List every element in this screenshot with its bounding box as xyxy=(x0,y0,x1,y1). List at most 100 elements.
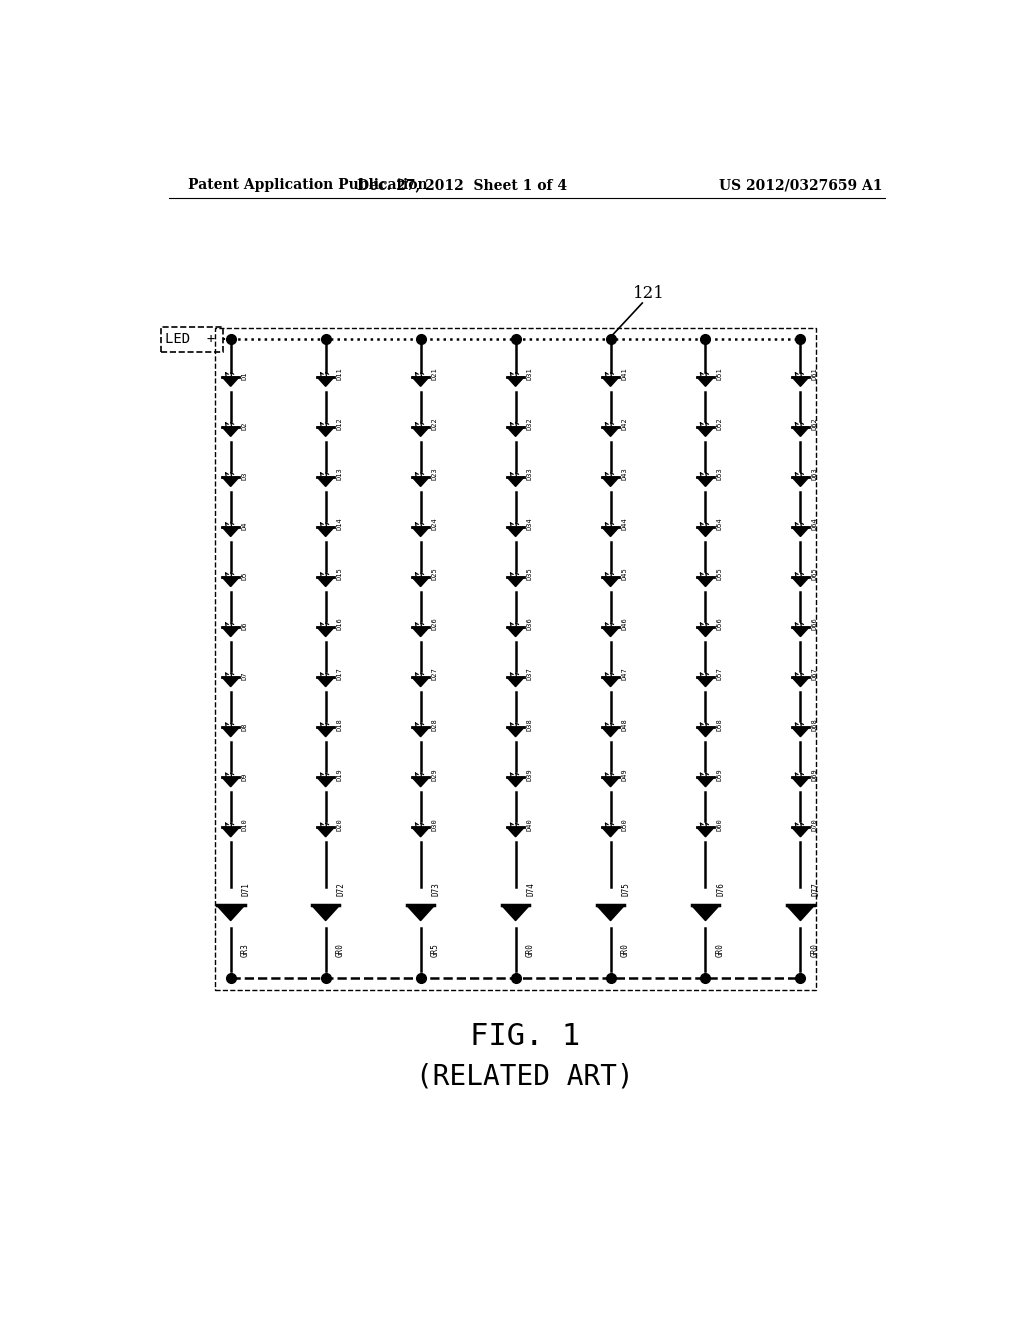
Polygon shape xyxy=(222,727,240,737)
Polygon shape xyxy=(507,677,524,686)
Text: D75: D75 xyxy=(622,882,631,896)
Polygon shape xyxy=(412,828,429,837)
Polygon shape xyxy=(602,378,618,387)
Text: D76: D76 xyxy=(716,882,725,896)
Text: D69: D69 xyxy=(811,768,817,780)
Text: GR0: GR0 xyxy=(716,942,725,957)
Polygon shape xyxy=(792,527,809,536)
Polygon shape xyxy=(602,477,618,487)
Polygon shape xyxy=(792,828,809,837)
Text: LED  +: LED + xyxy=(165,333,215,346)
Polygon shape xyxy=(317,627,334,636)
Text: D6: D6 xyxy=(242,622,248,631)
Polygon shape xyxy=(317,828,334,837)
Text: D29: D29 xyxy=(431,768,437,780)
Text: D44: D44 xyxy=(622,517,628,531)
Text: D16: D16 xyxy=(337,618,342,631)
Text: D43: D43 xyxy=(622,467,628,480)
Text: D53: D53 xyxy=(716,467,722,480)
Text: D9: D9 xyxy=(242,772,248,780)
Text: D46: D46 xyxy=(622,618,628,631)
Polygon shape xyxy=(222,577,240,586)
Text: GR3: GR3 xyxy=(241,942,250,957)
Polygon shape xyxy=(217,906,245,920)
Polygon shape xyxy=(792,627,809,636)
Text: (RELATED ART): (RELATED ART) xyxy=(416,1063,634,1090)
Text: D45: D45 xyxy=(622,568,628,581)
Text: D14: D14 xyxy=(337,517,342,531)
Polygon shape xyxy=(317,677,334,686)
Polygon shape xyxy=(222,777,240,787)
Text: D4: D4 xyxy=(242,521,248,531)
Text: D21: D21 xyxy=(431,367,437,380)
Polygon shape xyxy=(317,577,334,586)
Polygon shape xyxy=(697,428,714,437)
Text: GR0: GR0 xyxy=(525,942,535,957)
Polygon shape xyxy=(602,428,618,437)
Text: D56: D56 xyxy=(716,618,722,631)
Text: D12: D12 xyxy=(337,417,342,430)
Polygon shape xyxy=(222,828,240,837)
Text: D55: D55 xyxy=(716,568,722,581)
Text: D32: D32 xyxy=(526,417,532,430)
Polygon shape xyxy=(792,577,809,586)
Polygon shape xyxy=(602,527,618,536)
Text: 121: 121 xyxy=(633,285,665,302)
Text: GR5: GR5 xyxy=(431,942,439,957)
Polygon shape xyxy=(222,527,240,536)
Polygon shape xyxy=(412,627,429,636)
Polygon shape xyxy=(317,378,334,387)
Text: D74: D74 xyxy=(526,882,536,896)
Polygon shape xyxy=(697,627,714,636)
Polygon shape xyxy=(602,828,618,837)
Polygon shape xyxy=(691,906,719,920)
Text: Patent Application Publication: Patent Application Publication xyxy=(188,178,428,193)
Polygon shape xyxy=(507,777,524,787)
Polygon shape xyxy=(602,777,618,787)
Text: D5: D5 xyxy=(242,572,248,581)
Polygon shape xyxy=(317,777,334,787)
Polygon shape xyxy=(602,727,618,737)
Polygon shape xyxy=(792,677,809,686)
Text: D54: D54 xyxy=(716,517,722,531)
Text: D62: D62 xyxy=(811,417,817,430)
Polygon shape xyxy=(317,727,334,737)
Polygon shape xyxy=(792,477,809,487)
Polygon shape xyxy=(697,577,714,586)
Text: D47: D47 xyxy=(622,668,628,681)
Text: D77: D77 xyxy=(811,882,820,896)
Text: D63: D63 xyxy=(811,467,817,480)
Polygon shape xyxy=(697,378,714,387)
Text: D25: D25 xyxy=(431,568,437,581)
Polygon shape xyxy=(412,477,429,487)
FancyBboxPatch shape xyxy=(162,327,223,351)
Text: D67: D67 xyxy=(811,668,817,681)
Polygon shape xyxy=(507,378,524,387)
Text: D59: D59 xyxy=(716,768,722,780)
Polygon shape xyxy=(792,428,809,437)
Text: GR0: GR0 xyxy=(621,942,630,957)
Text: GR0: GR0 xyxy=(810,942,819,957)
Text: D22: D22 xyxy=(431,417,437,430)
Polygon shape xyxy=(507,527,524,536)
Polygon shape xyxy=(597,906,625,920)
Text: D37: D37 xyxy=(526,668,532,681)
Text: D23: D23 xyxy=(431,467,437,480)
Text: D71: D71 xyxy=(242,882,251,896)
Polygon shape xyxy=(507,627,524,636)
Text: D52: D52 xyxy=(716,417,722,430)
Text: D26: D26 xyxy=(431,618,437,631)
Text: D66: D66 xyxy=(811,618,817,631)
Polygon shape xyxy=(407,906,434,920)
Text: GR0: GR0 xyxy=(336,942,345,957)
Polygon shape xyxy=(507,577,524,586)
Text: D20: D20 xyxy=(337,818,342,830)
Polygon shape xyxy=(222,428,240,437)
Text: D68: D68 xyxy=(811,718,817,730)
Polygon shape xyxy=(602,627,618,636)
Text: Dec. 27, 2012  Sheet 1 of 4: Dec. 27, 2012 Sheet 1 of 4 xyxy=(356,178,566,193)
Polygon shape xyxy=(412,727,429,737)
Text: D19: D19 xyxy=(337,768,342,780)
Text: D8: D8 xyxy=(242,722,248,730)
Polygon shape xyxy=(412,777,429,787)
